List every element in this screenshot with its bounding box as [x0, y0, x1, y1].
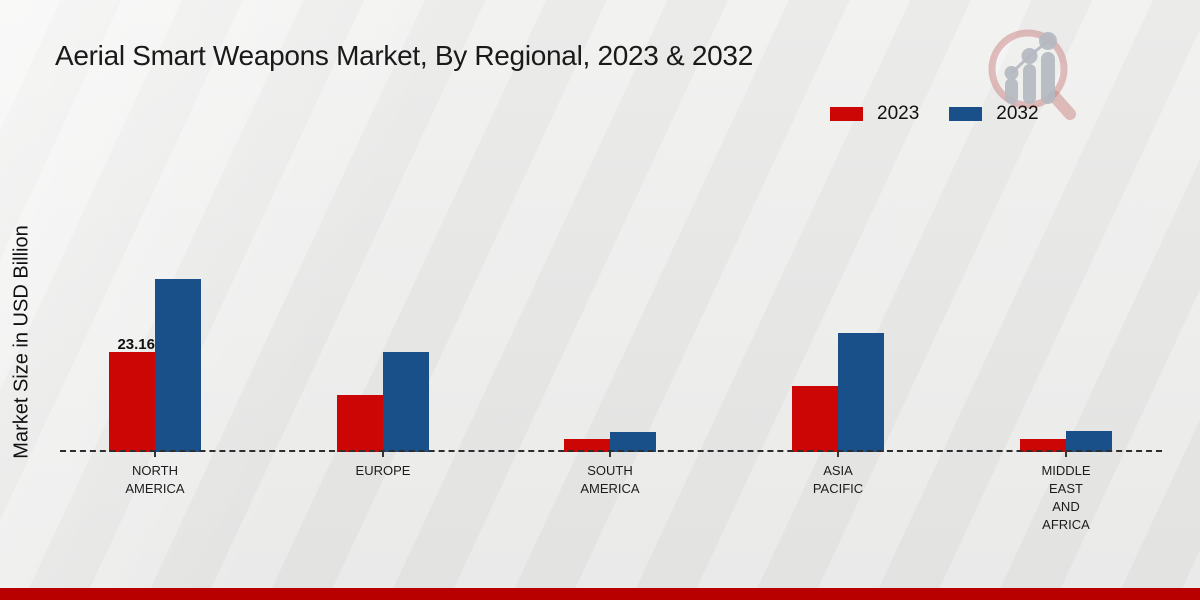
bar-2023-south-america: [564, 439, 610, 452]
category-label-north-america: NORTH AMERICA: [125, 463, 185, 496]
legend-swatch-2032: [949, 107, 983, 121]
bar-2023-asia-pacific: [792, 386, 838, 452]
legend-swatch-2023: [830, 107, 863, 121]
bar-2032-asia-pacific: [838, 333, 884, 452]
category-label-middle-east-and-africa: MIDDLE EAST AND AFRICA: [1041, 463, 1091, 532]
data-label-2023-north-america: 23.16: [117, 336, 155, 353]
baseline-dashed-line: [60, 450, 1162, 452]
legend-item-2023: 2023: [830, 103, 919, 125]
bar-2032-north-america: [155, 279, 201, 452]
magnifier-bar-chart-logo-icon: [988, 29, 1076, 120]
category-label-south-america: SOUTH AMERICA: [580, 463, 640, 496]
axis-tick-asia-pacific: [837, 452, 839, 457]
axis-tick-middle-east-and-africa: [1065, 452, 1067, 457]
bar-2023-europe: [337, 395, 383, 452]
legend-item-2032: 2032: [949, 103, 1039, 125]
bar-2032-middle-east-and-africa: [1066, 431, 1112, 452]
axis-tick-south-america: [609, 452, 611, 457]
legend: 2023 2032: [830, 103, 1039, 125]
legend-label-2032: 2032: [996, 103, 1039, 124]
axis-tick-europe: [382, 452, 384, 457]
category-label-asia-pacific: ASIA PACIFIC: [812, 463, 864, 496]
footer-accent-bar: [0, 588, 1200, 600]
chart-title: Aerial Smart Weapons Market, By Regional…: [55, 40, 753, 71]
category-label-europe: EUROPE: [355, 463, 411, 478]
bar-2032-europe: [383, 352, 429, 452]
axis-tick-north-america: [154, 452, 156, 457]
bar-2023-north-america: [109, 352, 155, 452]
legend-label-2023: 2023: [877, 103, 920, 124]
bar-2032-south-america: [610, 432, 656, 452]
bar-2023-middle-east-and-africa: [1020, 439, 1066, 452]
